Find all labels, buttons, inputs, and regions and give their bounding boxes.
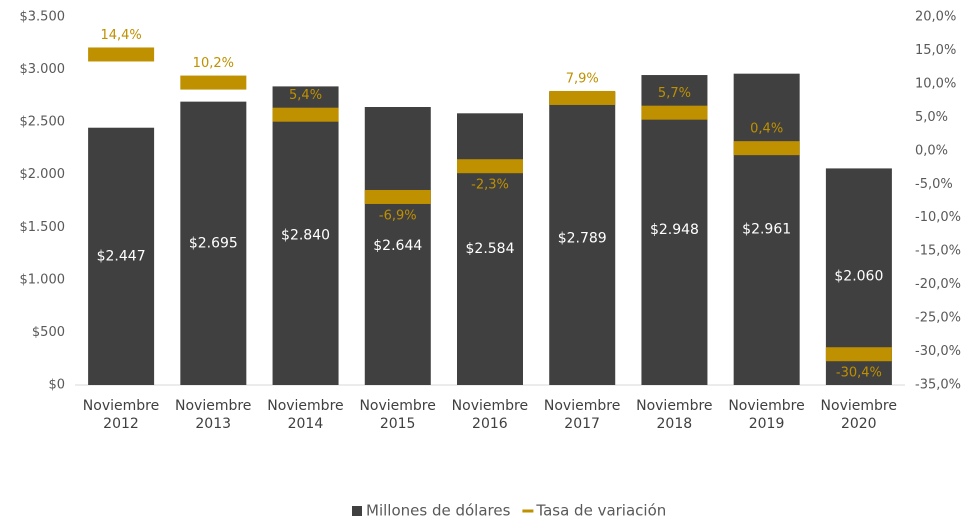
bar xyxy=(272,86,339,385)
rate-marker xyxy=(457,159,523,174)
rate-label: 7,9% xyxy=(566,71,599,86)
rate-marker xyxy=(825,347,892,362)
y2-tick-label: -15,0% xyxy=(915,244,961,259)
bar-label: $2.447 xyxy=(97,248,146,264)
rate-label: 0,4% xyxy=(750,122,783,137)
y-tick-label: $1.500 xyxy=(20,220,66,235)
y2-tick-label: 20,0% xyxy=(915,10,956,25)
y2-tick-label: -25,0% xyxy=(915,311,961,326)
rate-marker xyxy=(180,75,247,90)
rate-marker xyxy=(549,90,616,105)
x-tick-label: Noviembre 2020 xyxy=(820,398,897,432)
x-tick-label: Noviembre 2012 xyxy=(82,398,160,432)
bar-label: $2.060 xyxy=(834,269,883,285)
y2-tick-label: 0,0% xyxy=(915,143,948,158)
y-tick-label: $3.000 xyxy=(20,62,66,77)
y-tick-label: $3.500 xyxy=(20,10,66,25)
rate-marker xyxy=(641,105,708,120)
rate-marker xyxy=(733,141,800,156)
x-tick-label: Noviembre 2018 xyxy=(636,398,713,432)
bar-label: $2.948 xyxy=(650,222,699,238)
bar xyxy=(88,127,155,386)
bar xyxy=(180,101,247,385)
y-tick-label: $500 xyxy=(32,325,65,340)
y2-tick-label: 15,0% xyxy=(915,43,956,58)
y2-tick-label: -5,0% xyxy=(915,177,953,192)
y2-tick-label: -10,0% xyxy=(915,210,961,225)
y2-tick-label: 10,0% xyxy=(915,76,956,91)
rate-marker xyxy=(272,107,339,122)
legend-label: Tasa de variación xyxy=(535,502,666,520)
x-tick-label: Noviembre 2017 xyxy=(543,398,621,432)
x-tick-label: Noviembre 2016 xyxy=(451,398,529,432)
bar-label: $2.584 xyxy=(466,241,515,257)
x-tick-label: Noviembre 2015 xyxy=(359,398,436,432)
rate-label: -6,9% xyxy=(379,208,417,223)
rate-label: 10,2% xyxy=(193,56,234,71)
y2-tick-label: -35,0% xyxy=(915,378,961,393)
bar-label: $2.789 xyxy=(558,230,607,246)
rate-marker xyxy=(88,47,155,62)
rate-label: -30,4% xyxy=(836,366,882,381)
x-tick-label: Noviembre 2013 xyxy=(175,398,252,432)
rate-label: 5,4% xyxy=(289,88,322,103)
y2-tick-label: -20,0% xyxy=(915,277,961,292)
legend-swatch xyxy=(352,506,362,516)
legend-label: Millones de dólares xyxy=(366,502,511,520)
legend-swatch xyxy=(522,509,534,513)
x-tick-label: Noviembre 2014 xyxy=(267,398,344,432)
bar-label: $2.840 xyxy=(281,228,330,244)
x-tick-label: Noviembre 2019 xyxy=(728,398,805,432)
y-tick-label: $1.000 xyxy=(20,272,66,287)
bar-label: $2.961 xyxy=(742,221,791,237)
bar xyxy=(364,107,431,385)
y-tick-label: $2.500 xyxy=(20,115,66,130)
y2-tick-label: -30,0% xyxy=(915,344,961,359)
bar xyxy=(733,73,800,385)
bar-label: $2.644 xyxy=(373,238,422,254)
bar xyxy=(641,75,708,386)
y-tick-label: $2.000 xyxy=(20,167,66,182)
y2-tick-label: 5,0% xyxy=(915,110,948,125)
bar-label: $2.695 xyxy=(189,235,238,251)
rate-label: 5,7% xyxy=(658,86,691,101)
rate-label: -2,3% xyxy=(471,178,509,193)
rate-marker xyxy=(364,189,431,204)
bar xyxy=(549,91,616,386)
bar xyxy=(457,113,523,386)
rate-label: 14,4% xyxy=(100,28,141,43)
y-tick-label: $0 xyxy=(48,378,65,393)
